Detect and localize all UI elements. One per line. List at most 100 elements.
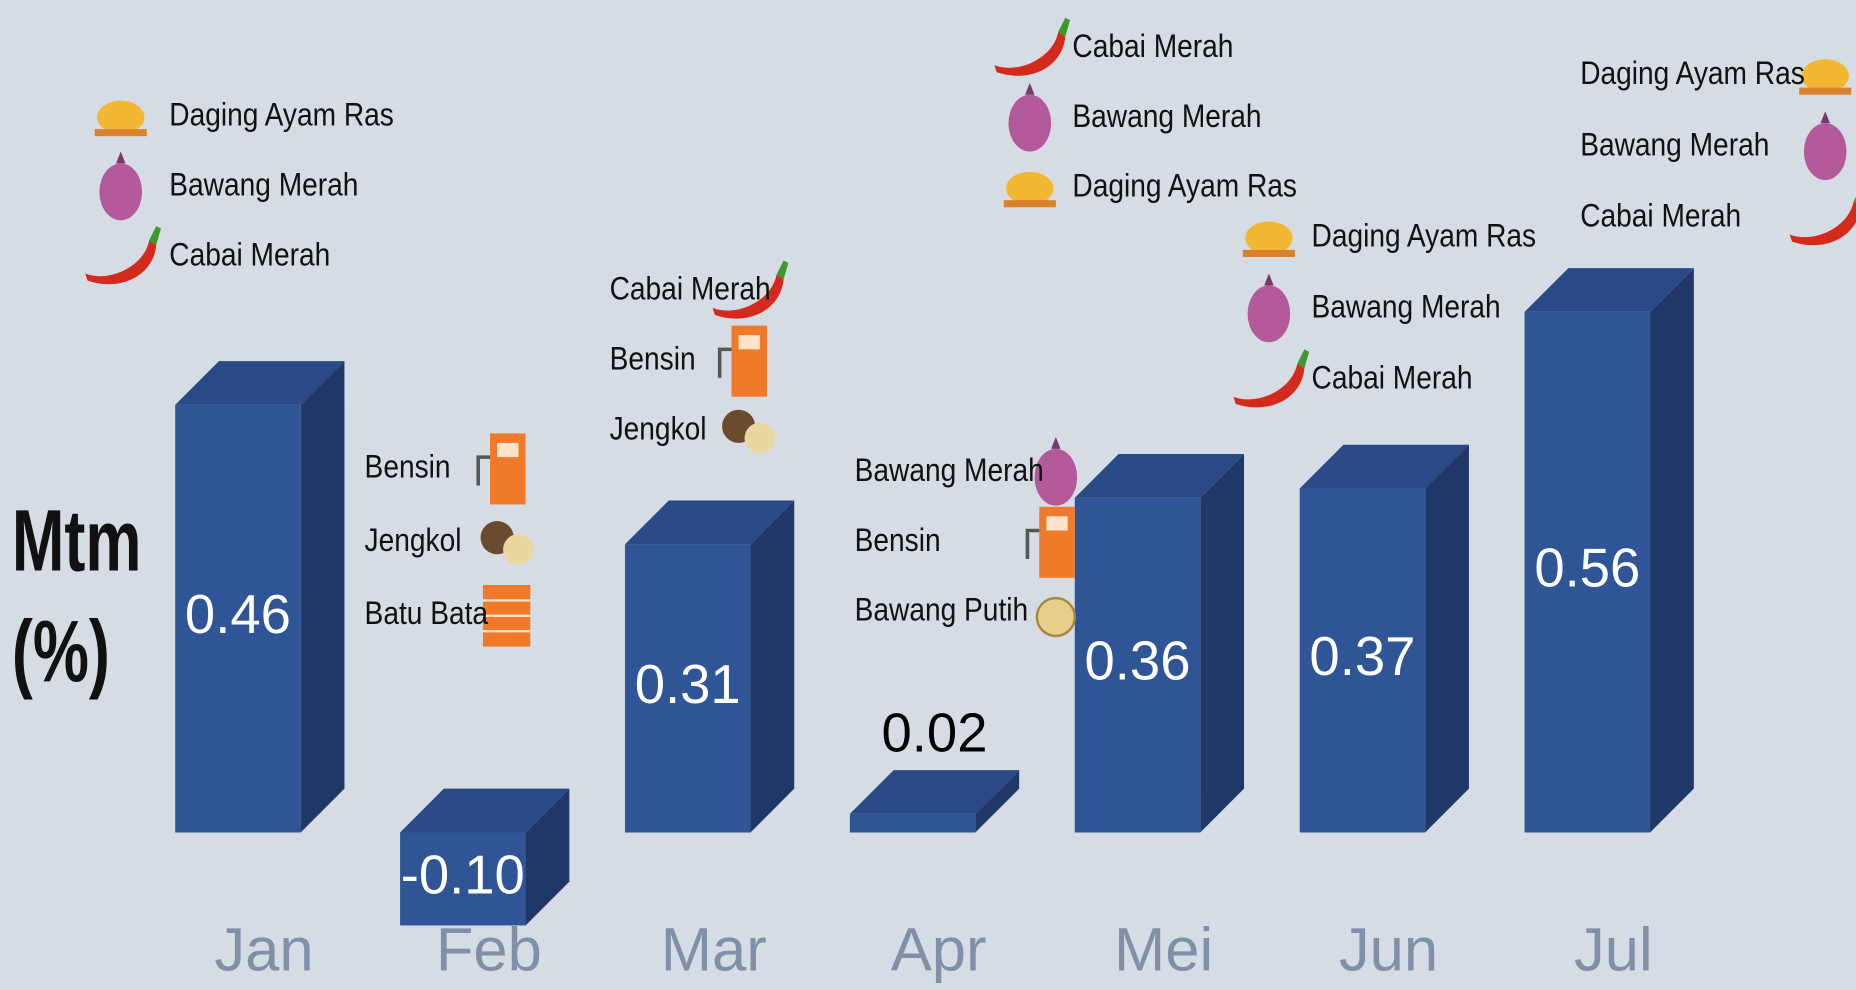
onion-top [1051,436,1061,449]
commodity-icon [722,409,776,454]
onion-top [1264,273,1274,286]
commodity-label: Bawang Merah [169,168,358,203]
x-tick-label: Jun [1339,916,1438,985]
commodity-label: Bensin [365,450,451,485]
x-tick-label: Apr [891,916,987,985]
bar [624,544,751,833]
commodity-label: Daging Ayam Ras [1580,57,1805,92]
y-label-line: (%) [12,604,110,702]
jengkol [744,422,776,454]
chick-base [1799,87,1852,95]
commodity-icon [94,100,147,137]
commodity-label: Cabai Merah [1580,199,1741,234]
commodity-label: Bawang Merah [1312,290,1501,325]
commodity-icon [482,585,531,647]
y-label-line: Mtm [12,492,142,590]
commodity-icon [1034,436,1078,506]
commodity-icon [1025,506,1075,578]
commodity-icon [1003,171,1056,208]
chili [85,240,157,285]
commodity-icon [1799,59,1852,95]
bar-side [300,361,345,833]
commodity-icon [1247,273,1291,343]
x-tick-label: Feb [436,916,542,985]
value-label: 0.02 [882,702,988,763]
chick [1801,59,1849,93]
onion [99,163,143,221]
value-label: 0.37 [1309,626,1415,687]
chili [1789,201,1856,246]
bar [1524,311,1651,833]
chick-base [1003,200,1056,208]
onion-top [116,151,126,164]
value-label: 0.31 [635,654,741,715]
commodity-label: Bawang Putih [855,593,1029,628]
commodity-label: Jengkol [365,523,462,558]
commodity-icon [480,521,534,565]
garlic [1035,596,1076,638]
chick-base [1242,249,1295,257]
commodity-label: Bawang Merah [1580,128,1769,163]
commodity-icon [85,226,161,285]
commodity-icon [1035,596,1076,638]
commodity-label: Cabai Merah [610,272,771,307]
commodity-label: Bensin [855,523,941,558]
bar-top [1524,268,1694,312]
commodity-label: Daging Ayam Ras [169,98,394,133]
commodity-icon [1008,82,1052,152]
onion [1034,448,1078,506]
commodity-icon [1242,221,1295,257]
chili-stem [1058,17,1071,37]
chili-stem [1297,349,1310,369]
bar-top [849,770,1020,814]
pump-screen [1046,516,1068,531]
commodity-label: Cabai Merah [1312,361,1473,396]
bar-side [750,500,795,833]
commodity-label: Batu Bata [365,597,489,632]
commodity-label: Cabai Merah [1072,29,1233,64]
bar-top [1299,444,1469,489]
value-label: 0.46 [185,584,291,645]
commodity-icon [712,260,789,319]
value-label: 0.36 [1085,631,1191,692]
value-label: -0.10 [401,844,525,905]
chili-stem [1853,196,1856,203]
bar-top [1074,454,1245,498]
pump-screen [497,442,519,458]
commodity-label: Cabai Merah [169,238,330,273]
commodity-label: Daging Ayam Ras [1312,219,1537,254]
x-tick-label: Jan [214,916,313,985]
onion [1247,285,1291,343]
onion [1803,123,1847,180]
bar-side [1200,454,1245,833]
bar-side [975,770,1020,833]
commodity-icon [717,325,768,397]
bar-top [400,788,570,833]
jengkol [503,534,534,565]
chick-base [94,129,147,137]
bar-side [1425,444,1469,833]
bar-top [624,500,795,545]
commodity-icon [476,433,526,505]
pump-hose [1025,528,1040,559]
commodity-label: Bawang Merah [855,453,1044,488]
commodity-icon [1233,349,1310,408]
pump-screen [738,335,760,350]
chili [994,31,1066,76]
chili [1233,363,1305,408]
x-tick-label: Mei [1114,916,1213,985]
bar-side [1650,268,1694,833]
pump-hose [476,455,491,486]
value-label: 0.56 [1534,538,1640,599]
bar [175,404,301,833]
onion-top [1820,111,1830,124]
commodity-label: Bawang Merah [1072,99,1261,134]
commodity-icon [1789,196,1856,246]
commodity-icon [99,151,143,221]
chili-stem [149,226,161,246]
x-tick-label: Mar [661,916,767,985]
bar-top [175,361,345,405]
pump-hose [717,347,732,378]
bar [1299,488,1426,833]
